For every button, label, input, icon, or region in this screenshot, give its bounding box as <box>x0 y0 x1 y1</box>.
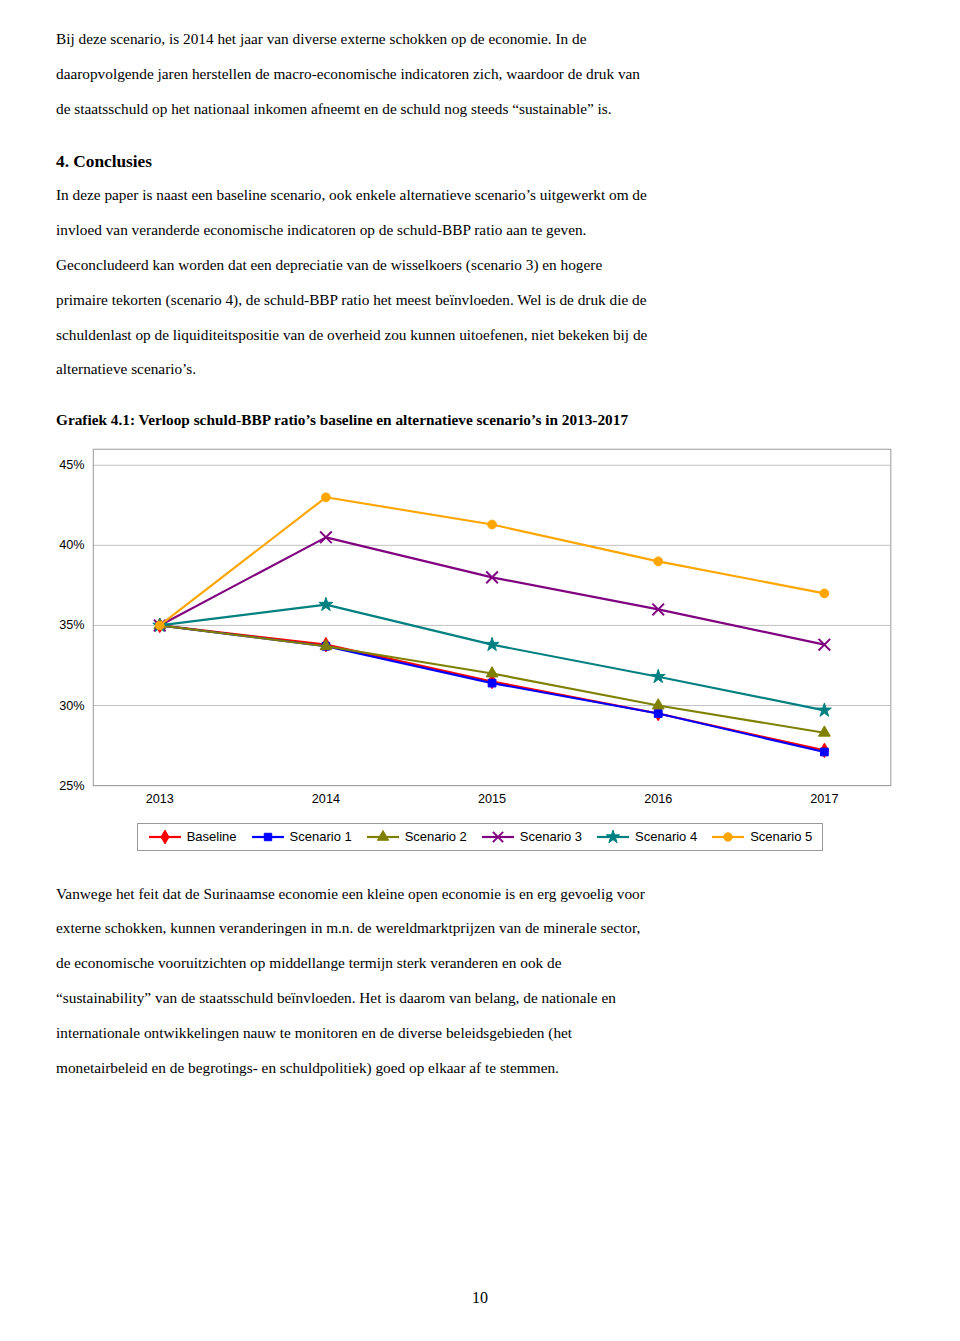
html-text:alternatieve scenario’s.: alternatieve scenario’s. <box>56 360 197 378</box>
html-text:Scenario 1: Scenario 1 <box>289 829 352 844</box>
html-text:monetairbeleid en de begroting: monetairbeleid en de begrotings- en schu… <box>56 1058 559 1076</box>
html-text:10: 10 <box>472 1289 488 1306</box>
html-text:Scenario 3: Scenario 3 <box>519 829 582 844</box>
svg-text:2017: 2017 <box>810 793 838 807</box>
html-text:daaropvolgende jaren herstelle: daaropvolgende jaren herstellen de macro… <box>56 64 640 82</box>
svg-text:2013: 2013 <box>146 793 174 807</box>
html-text:Bij deze scenario, is 2014 het: Bij deze scenario, is 2014 het jaar van … <box>56 30 587 47</box>
html-text:Geconcludeerd kan worden dat e: Geconcludeerd kan worden dat een depreci… <box>56 256 603 273</box>
svg-text:40%: 40% <box>59 539 84 553</box>
svg-text:35%: 35% <box>59 619 84 633</box>
html-text:de economische vooruitzichten: de economische vooruitzichten op middell… <box>56 954 562 972</box>
svg-text:45%: 45% <box>59 458 84 472</box>
html-text:Scenario 2: Scenario 2 <box>404 829 467 844</box>
html-text:externe schokken, kunnen veran: externe schokken, kunnen veranderingen i… <box>56 919 641 937</box>
html-text:internationale ontwikkelingen: internationale ontwikkelingen nauw te mo… <box>56 1023 573 1041</box>
html-text:“sustainability” van de staats: “sustainability” van de staatsschuld beï… <box>56 988 616 1006</box>
html-text:In deze paper is naast een bas: In deze paper is naast een baseline scen… <box>56 186 647 204</box>
svg-text:2015: 2015 <box>478 793 506 807</box>
html-text:invloed van veranderde economi: invloed van veranderde economische indic… <box>56 221 587 239</box>
html-text:4. Conclusies: 4. Conclusies <box>56 152 152 172</box>
html-text:Scenario 5: Scenario 5 <box>750 829 813 844</box>
html-text:de staatsschuld op het nationa: de staatsschuld op het nationaal inkomen… <box>56 99 612 117</box>
html-text:Baseline: Baseline <box>186 829 237 844</box>
html-text:schuldenlast op de liquiditeit: schuldenlast op de liquiditeitspositie v… <box>56 325 648 343</box>
svg-text:25%: 25% <box>59 779 84 793</box>
html-text:Vanwege het feit dat de Surina: Vanwege het feit dat de Surinaamse econo… <box>56 884 645 902</box>
svg-text:2014: 2014 <box>312 793 340 807</box>
svg-text:30%: 30% <box>59 699 84 713</box>
html-text:primaire tekorten (scenario 4): primaire tekorten (scenario 4), de schul… <box>56 290 647 308</box>
html-text:Grafiek 4.1: Verloop schuld-BB: Grafiek 4.1: Verloop schuld-BBP ratio’s … <box>56 411 628 429</box>
html-text:Scenario 4: Scenario 4 <box>635 829 698 844</box>
svg-text:2016: 2016 <box>644 793 672 807</box>
